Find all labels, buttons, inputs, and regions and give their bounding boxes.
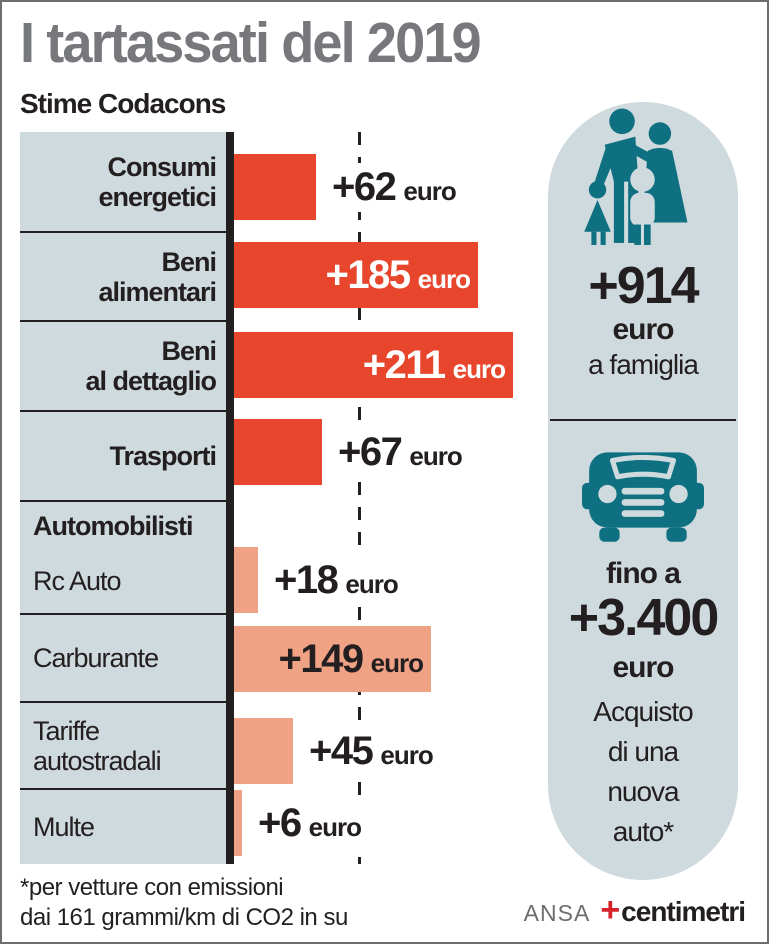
category-consumi-energetici: Consumi energetici: [20, 132, 226, 233]
bar-rc-auto: [234, 547, 258, 613]
bar-row-multe: +6 euro: [234, 790, 367, 856]
category-trasporti: Trasporti: [20, 412, 226, 502]
value-label: +149 euro: [278, 636, 424, 681]
bar-beni-alimentari: +185 euro: [234, 242, 478, 308]
bar-consumi-energetici: [234, 154, 316, 220]
axis-line: [226, 132, 234, 864]
bar-trasporti: [234, 419, 322, 485]
category-beni-al-dettaglio: Beni al dettaglio: [20, 322, 226, 412]
family-total-unit: euro: [612, 313, 674, 346]
bar-beni-al-dettaglio: +211 euro: [234, 332, 513, 398]
bar-multe: [234, 790, 242, 856]
page-title: I tartassati del 2019: [20, 11, 482, 75]
category-group-automobilisti: Automobilisti: [33, 510, 193, 541]
car-icon: [548, 442, 738, 549]
category-multe: Multe: [33, 812, 95, 842]
family-icon: [548, 108, 738, 251]
value-label: +185 euro: [325, 252, 471, 297]
summary-panel: +914 euro a famiglia: [548, 102, 738, 880]
value-label: +6 euro: [256, 798, 367, 848]
bar-row-trasporti: +67 euro: [234, 419, 468, 485]
car-total-prefix: fino a: [606, 557, 681, 590]
bar-row-carburante: +149 euro: [234, 626, 431, 692]
value-label: +67 euro: [336, 427, 468, 477]
footnote: *per vetture con emissioni dai 161 gramm…: [20, 874, 348, 931]
category-carburante: Carburante: [20, 615, 226, 703]
car-total-value: +3.400: [568, 589, 720, 647]
family-total-caption: a famiglia: [588, 349, 699, 380]
panel-divider: [550, 419, 736, 421]
family-total-value: +914: [588, 257, 699, 315]
ansa-logo: ANSA: [523, 900, 591, 926]
value-label: +211 euro: [362, 342, 506, 387]
bar-chart: Consumi energetici Beni alimentari Beni …: [20, 132, 525, 864]
subtitle: Stime Codacons: [20, 88, 226, 119]
bar-row-beni-alimentari: +185 euro: [234, 242, 478, 308]
bar-row-tariffe-autostradali: +45 euro: [234, 718, 439, 784]
bar-tariffe-autostradali: [234, 718, 293, 784]
credits: ANSA + centimetri: [523, 891, 746, 930]
category-beni-alimentari: Beni alimentari: [20, 233, 226, 322]
bar-row-consumi-energetici: +62 euro: [234, 154, 462, 220]
bar-row-rc-auto: +18 euro: [234, 547, 404, 613]
category-rc-auto: Rc Auto: [20, 549, 226, 615]
category-column: Consumi energetici Beni alimentari Beni …: [20, 132, 226, 864]
value-label: +45 euro: [307, 726, 439, 776]
car-total-unit: euro: [612, 651, 674, 684]
category-tariffe-autostradali: Tariffe autostradali: [20, 703, 226, 790]
value-label: +18 euro: [272, 555, 404, 605]
bar-row-beni-al-dettaglio: +211 euro: [234, 332, 513, 398]
centimetri-logo: centimetri: [621, 896, 746, 927]
value-label: +62 euro: [330, 162, 462, 212]
bar-carburante: +149 euro: [234, 626, 431, 692]
car-total-caption: Acquisto di una nuova auto*: [593, 696, 693, 847]
dashed-gridline: [358, 132, 361, 864]
centimetri-plus-icon: +: [600, 891, 621, 929]
